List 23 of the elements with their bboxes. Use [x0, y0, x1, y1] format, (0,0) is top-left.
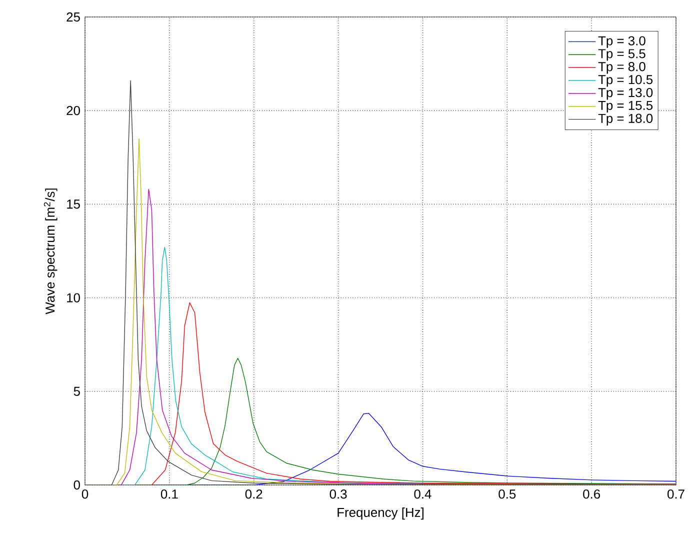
y-tick-label: 0 — [74, 480, 80, 490]
y-axis-title: Wave spectrum [m$^{2}$/s] — [44, 188, 58, 314]
x-tick-label: 0.1 — [160, 489, 178, 499]
y-tick-label: 20 — [66, 106, 80, 116]
x-tick-label: 0.3 — [330, 489, 347, 499]
legend-label: Tp = 8.0 — [598, 62, 646, 74]
x-tick-label: 0 — [82, 489, 88, 499]
legend-label: Tp = 13.0 — [598, 88, 653, 100]
legend-label: Tp = 18.0 — [598, 114, 653, 126]
x-tick-label: 0.2 — [245, 489, 262, 499]
x-tick-label: 0.4 — [414, 489, 432, 499]
x-tick-label: 0.5 — [498, 489, 516, 499]
legend-label: Tp = 3.0 — [598, 36, 646, 48]
x-tick-label: 0.6 — [583, 489, 600, 499]
x-tick-label: 0.7 — [668, 489, 684, 499]
legend-label: Tp = 10.5 — [598, 75, 653, 87]
y-tick-label: 5 — [74, 386, 80, 396]
legend-label: Tp = 5.5 — [598, 49, 646, 61]
y-tick-label: 15 — [67, 200, 80, 209]
y-tick-label: 25 — [66, 12, 80, 22]
x-axis-title: Frequency [Hz] — [338, 507, 424, 520]
legend-label: Tp = 15.5 — [598, 100, 653, 113]
y-tick-label: 10 — [67, 293, 80, 302]
